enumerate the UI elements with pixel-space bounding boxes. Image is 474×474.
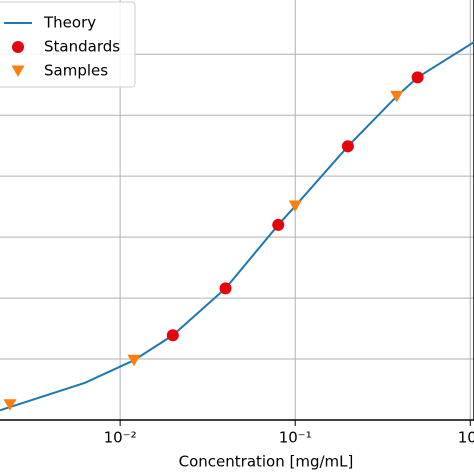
x-tick-label: 10⁰ (458, 429, 474, 447)
legend-label: Standards (44, 38, 120, 56)
standard-point (272, 218, 285, 231)
x-axis-label: Concentration [mg/mL] (179, 453, 354, 471)
standard-point (166, 329, 179, 342)
legend-label: Theory (43, 14, 96, 32)
sample-point (127, 354, 141, 367)
legend-label: Samples (44, 62, 108, 80)
sample-point (3, 399, 17, 411)
legend-swatch (11, 65, 25, 77)
standard-point (219, 282, 232, 295)
x-tick-label: 10⁻¹ (279, 429, 312, 447)
legend-box (0, 1, 136, 88)
legend-swatch (12, 41, 24, 53)
legend: Theory Standards Samples (0, 1, 136, 88)
plot-frame (0, 0, 474, 421)
standard-point (341, 140, 354, 153)
x-tick-label: 10⁻² (104, 429, 137, 447)
sample-point (288, 200, 302, 213)
theory-line (0, 41, 474, 412)
sample-point (390, 90, 404, 103)
standard-point (411, 71, 424, 84)
